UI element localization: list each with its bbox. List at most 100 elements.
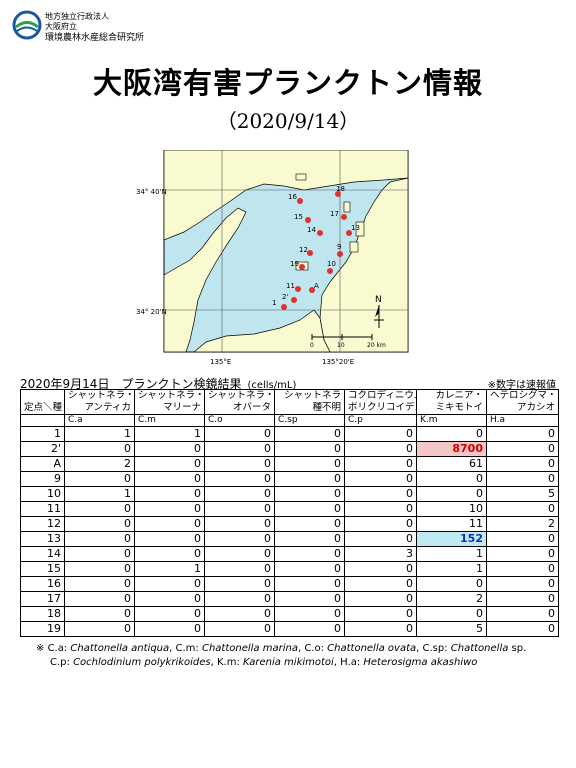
header-cell: ポリクリコイデス: [344, 402, 417, 415]
station-label: 2': [282, 293, 288, 301]
station-label: 17: [330, 210, 339, 218]
count-cell: 0: [64, 621, 135, 637]
header-cell: C.o: [204, 414, 275, 427]
count-cell: 0: [134, 516, 205, 532]
count-cell: 0: [204, 486, 275, 502]
header-cell: [20, 389, 65, 402]
count-cell: 0: [64, 516, 135, 532]
scale-label-20: 20 km: [367, 342, 386, 349]
count-cell: 0: [416, 606, 487, 622]
count-cell: 0: [274, 546, 345, 562]
count-cell: 0: [274, 471, 345, 487]
count-cell: 0: [204, 531, 275, 547]
header-cell: ヘテロシグマ・: [486, 389, 559, 402]
table-row: 15 0 1 0 0 0 1 0: [20, 561, 559, 577]
station-cell: 15: [20, 561, 65, 577]
north-label: N: [375, 295, 382, 305]
count-cell: 0: [344, 501, 417, 517]
count-cell: 0: [204, 576, 275, 592]
station-cell: 9: [20, 471, 65, 487]
osaka-bay-station-map: 16 18 15 17 14 13 12 9 19 10 11 A 2' 1 34° 40'N 34° 2…: [136, 150, 409, 366]
count-cell: 0: [204, 471, 275, 487]
count-cell: 0: [274, 591, 345, 607]
count-cell: 0: [344, 576, 417, 592]
count-cell: 0: [134, 486, 205, 502]
header-cell: C.m: [134, 414, 205, 427]
count-cell: 0: [64, 561, 135, 577]
station-label: 11: [286, 282, 295, 290]
station-marker: [295, 286, 301, 292]
table-row: 19 0 0 0 0 0 5 0: [20, 621, 559, 637]
header-cell: 種不明: [274, 402, 345, 415]
header-cell: [20, 414, 65, 427]
footnote-line-2: C.p: Cochlodinium polykrikoides, K.m: Ka…: [50, 657, 478, 668]
count-cell: 0: [274, 516, 345, 532]
count-cell: 0: [344, 516, 417, 532]
header-cell: シャットネラ: [274, 389, 345, 402]
count-cell: 0: [344, 531, 417, 547]
station-cell: 1: [20, 426, 65, 442]
count-cell: 0: [416, 576, 487, 592]
lat-label-2: 34° 20'N: [136, 308, 167, 316]
count-cell: 0: [64, 441, 135, 457]
page-title: 大阪湾有害プランクトン情報: [92, 66, 483, 100]
table-row: 17 0 0 0 0 0 2 0: [20, 591, 559, 607]
count-cell: 0: [486, 591, 559, 607]
count-cell: 0: [134, 546, 205, 562]
station-marker: [327, 268, 333, 274]
lon-label-2: 135°20'E: [322, 358, 354, 366]
count-cell: 0: [134, 471, 205, 487]
footnote-line-1: ※ C.a: Chattonella antiqua, C.m: Chatton…: [36, 643, 527, 654]
count-cell: 0: [134, 606, 205, 622]
header-cell: カレニア・: [416, 389, 487, 402]
station-marker: [335, 191, 341, 197]
count-cell: 0: [416, 471, 487, 487]
station-marker: [281, 304, 287, 310]
count-cell: 0: [204, 426, 275, 442]
count-cell: 2: [486, 516, 559, 532]
count-cell: 0: [274, 576, 345, 592]
count-cell: 0: [486, 531, 559, 547]
count-cell: 0: [204, 546, 275, 562]
org-line-3: 環境農林水産総合研究所: [45, 33, 145, 43]
header-cell: H.a: [486, 414, 559, 427]
results-caption: 2020年9月14日 プランクトン検鏡結果 (cells/mL): [20, 375, 296, 392]
station-label: 18: [336, 185, 345, 193]
org-line-2: 大阪府立: [45, 22, 77, 31]
table-row: 2' 0 0 0 0 0 8700 0: [20, 441, 559, 457]
header-cell: オバータ: [204, 402, 275, 415]
table-row: 12 0 0 0 0 0 11 2: [20, 516, 559, 532]
count-cell: 0: [486, 441, 559, 457]
station-label: 1: [272, 299, 276, 307]
station-label: A: [314, 282, 319, 290]
count-cell: 0: [64, 471, 135, 487]
count-cell: 2: [416, 591, 487, 607]
count-cell: 0: [64, 606, 135, 622]
station-label: 12: [299, 246, 308, 254]
header-cell: C.p: [344, 414, 417, 427]
count-cell: 11: [416, 516, 487, 532]
table-header-row: C.a C.m C.o C.sp C.p K.m H.a: [20, 414, 559, 427]
scale-label-10: 10: [337, 342, 345, 349]
table-row: A 2 0 0 0 0 61 0: [20, 456, 559, 472]
station-label: 19: [290, 260, 299, 268]
count-cell: 0: [344, 441, 417, 457]
header-cell: アカシオ: [486, 402, 559, 415]
count-cell: 0: [204, 561, 275, 577]
station-label: 14: [307, 226, 316, 234]
station-label: 15: [294, 213, 303, 221]
count-cell: 0: [134, 456, 205, 472]
report-date: （2020/9/14）: [216, 109, 360, 133]
count-cell: 0: [64, 591, 135, 607]
map-scale-bar: 0 10 20 km: [310, 334, 386, 349]
station-label: 10: [327, 260, 336, 268]
station-marker: [346, 230, 352, 236]
count-cell: 61: [416, 456, 487, 472]
header-cell: マリーナ: [134, 402, 205, 415]
preliminary-note: ※数字は速報値: [487, 380, 556, 391]
count-cell: 0: [274, 441, 345, 457]
header-cell: C.a: [64, 414, 135, 427]
station-cell: 19: [20, 621, 65, 637]
